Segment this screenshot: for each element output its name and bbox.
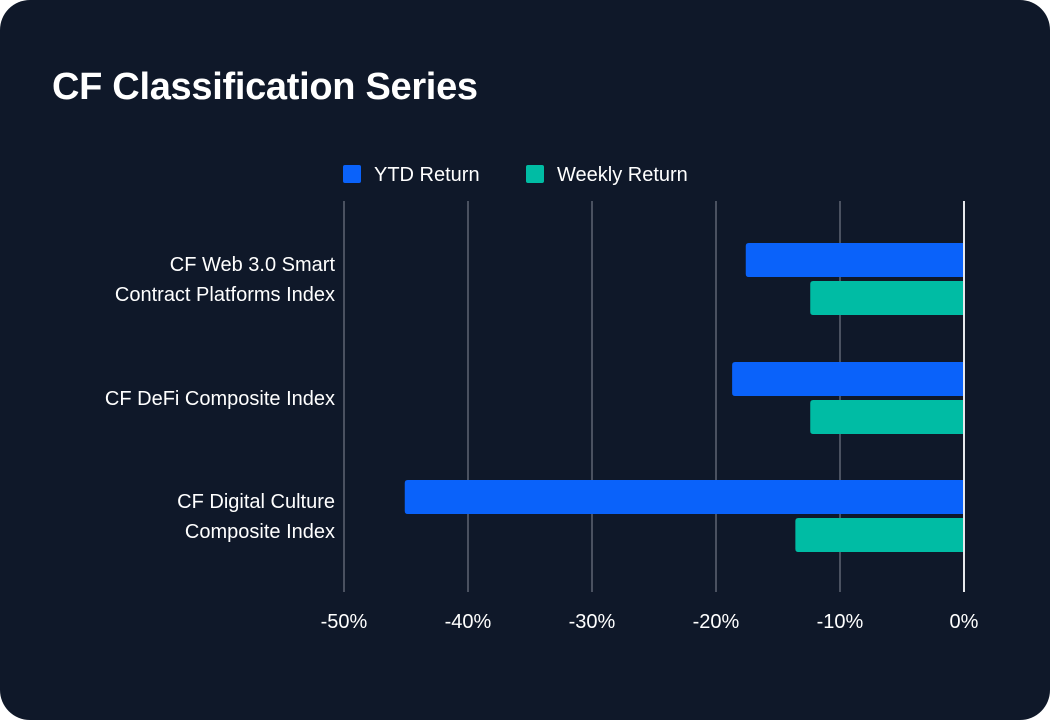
x-tick-label: -40% <box>445 611 492 633</box>
ytd-bar <box>404 480 964 514</box>
category-label: Composite Index <box>185 521 335 543</box>
weekly-bar <box>810 281 964 315</box>
category-label: CF Digital Culture <box>177 491 335 513</box>
category-label: CF DeFi Composite Index <box>105 388 335 410</box>
weekly-bar <box>810 400 964 434</box>
ytd-bar <box>732 362 964 396</box>
x-tick-label: -50% <box>321 611 368 633</box>
legend-label-weekly: Weekly Return <box>557 164 688 186</box>
category-label: CF Web 3.0 Smart <box>170 254 336 276</box>
legend-label-ytd: YTD Return <box>374 164 480 186</box>
x-tick-label: -20% <box>693 611 740 633</box>
chart-title: CF Classification Series <box>52 66 478 108</box>
legend-swatch-weekly <box>526 165 544 183</box>
weekly-bar <box>795 518 964 552</box>
category-label: Contract Platforms Index <box>115 284 335 306</box>
legend-swatch-ytd <box>343 165 361 183</box>
x-tick-label: 0% <box>950 611 979 633</box>
x-tick-label: -10% <box>817 611 864 633</box>
x-tick-label: -30% <box>569 611 616 633</box>
ytd-bar <box>745 243 964 277</box>
